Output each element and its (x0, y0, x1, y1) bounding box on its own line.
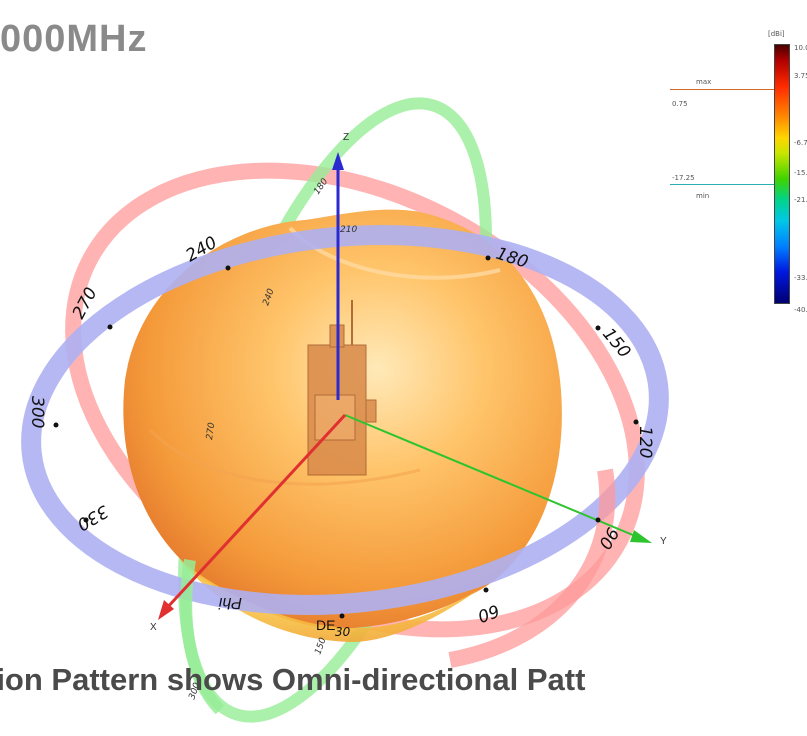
legend-tick-1: 3.75 (794, 72, 807, 80)
theta-ring-red-front (448, 468, 616, 668)
axes (158, 152, 652, 620)
phi-label-300: 300 (27, 396, 47, 428)
green-ring-front (180, 559, 225, 715)
theta-label-150: 150 (313, 636, 328, 656)
legend-min-value: -17.25 (672, 174, 695, 182)
legend-max-value: 0.75 (672, 100, 688, 108)
legend-max-label: max (696, 78, 712, 86)
legend-unit: [dBi] (768, 30, 785, 38)
legend-colorbar (774, 44, 790, 304)
legend-min-marker (670, 184, 774, 185)
theta-label-270: 270 (205, 422, 217, 441)
gain-legend: [dBi] 10.00 3.75 -6.75 -15.00 -21.25 -33… (660, 28, 807, 318)
legend-tick-3: -15.00 (794, 169, 807, 177)
de-caption: DE (316, 617, 335, 633)
phi-caption: Phi (218, 594, 242, 611)
x-axis-label: X (150, 622, 157, 633)
legend-tick-6: -40.00 (794, 306, 807, 314)
caption-text: tion Pattern shows Omni-directional Patt (0, 662, 586, 697)
x-axis (163, 413, 347, 612)
phi-ring-blue (21, 225, 669, 615)
legend-max-marker (670, 89, 774, 90)
frequency-title: 000MHz (0, 18, 148, 60)
phi-label-120: 120 (635, 426, 655, 458)
theta-label-210: 210 (340, 225, 357, 235)
legend-tick-4: -21.25 (794, 196, 807, 204)
legend-tick-2: -6.75 (794, 139, 807, 147)
legend-min-label: min (696, 192, 710, 200)
phi-label-30: 30 (335, 625, 351, 639)
z-axis-label: Z (343, 132, 349, 143)
legend-tick-0: 10.00 (794, 44, 807, 52)
y-axis (344, 414, 641, 539)
legend-tick-5: -33.75 (794, 274, 807, 282)
y-axis-label: Y (660, 536, 667, 547)
